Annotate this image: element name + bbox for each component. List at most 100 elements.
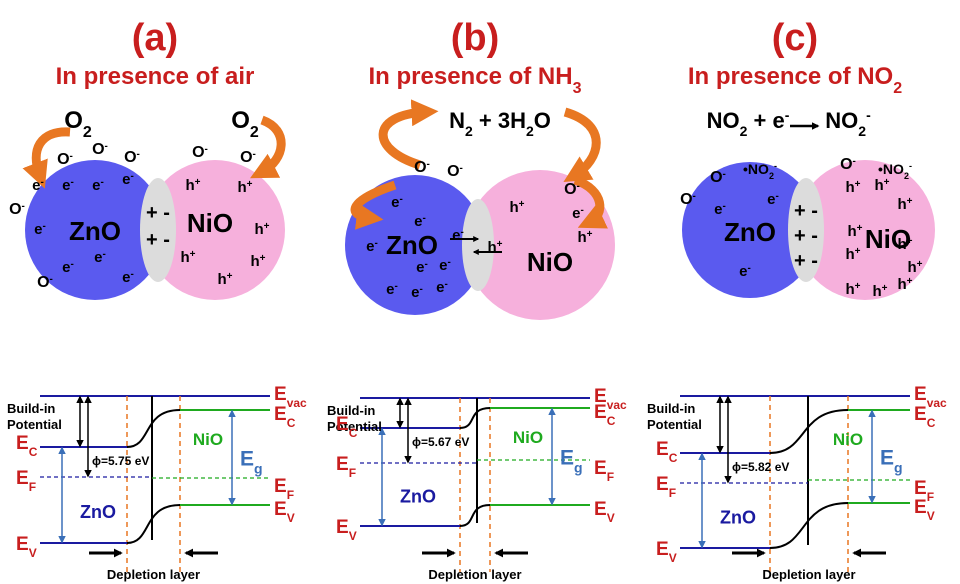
- energy-label-part: F: [669, 486, 676, 500]
- species-part: O: [447, 163, 459, 180]
- species-part: -: [774, 161, 777, 171]
- energy-label-part: E: [274, 499, 287, 520]
- species-part: -: [375, 238, 378, 249]
- energy-label-part: C: [927, 416, 936, 430]
- species-part: O: [710, 169, 722, 186]
- energy-label-part: vac: [927, 396, 947, 410]
- energy-label-part: E: [274, 384, 287, 405]
- species: NiO: [527, 247, 573, 277]
- species-part: e: [386, 281, 394, 298]
- species: O-: [124, 149, 140, 167]
- species-part: e: [572, 205, 580, 222]
- species: O-: [447, 163, 463, 181]
- species-part: e: [122, 171, 130, 188]
- energy-label-part: E: [274, 476, 287, 497]
- bandgap-label-part: E: [240, 448, 254, 471]
- species-part: h: [845, 246, 854, 263]
- reaction-part: NO: [825, 108, 858, 133]
- species-part: -: [43, 221, 46, 232]
- species-part: h: [577, 229, 586, 246]
- bandgap-label-part: E: [880, 447, 894, 470]
- species: NiO: [187, 208, 233, 238]
- bandgap-label-part: g: [254, 461, 263, 477]
- energy-label-part: E: [914, 497, 927, 518]
- energy-label: EV: [274, 499, 295, 525]
- species-part: e: [34, 221, 42, 238]
- band-bending: [127, 505, 180, 543]
- species-part: +: [855, 281, 861, 292]
- energy-label: EF: [594, 458, 614, 484]
- species-part: •NO: [878, 161, 904, 177]
- energy-label-part: E: [336, 414, 349, 435]
- species-part: h: [897, 276, 906, 293]
- reaction-part: N: [449, 108, 465, 133]
- bandgap-label: Eg: [880, 447, 903, 476]
- species-part: 2: [250, 124, 259, 141]
- species-part: + -: [146, 229, 170, 251]
- species-part: +: [190, 249, 196, 260]
- energy-label: EV: [16, 534, 37, 560]
- energy-label-part: E: [594, 402, 607, 423]
- panel-label: (a): [132, 17, 178, 59]
- energy-label-part: E: [656, 474, 669, 495]
- species-part: e: [122, 269, 130, 286]
- species-part: O: [9, 201, 21, 218]
- species-part: e: [62, 177, 70, 194]
- species-part: e: [414, 213, 422, 230]
- panel-title-part: In presence of air: [56, 63, 255, 90]
- species-part: +: [247, 179, 253, 190]
- species: h+: [872, 283, 887, 301]
- build-in-label: Build-in: [647, 401, 695, 416]
- species-part: -: [776, 191, 779, 202]
- panel-title-part: In presence of NH: [369, 63, 573, 90]
- species-part: -: [460, 163, 463, 174]
- species-part: NiO: [187, 208, 233, 238]
- species-part: h: [237, 179, 246, 196]
- reaction-part: -: [785, 107, 790, 123]
- species-part: +: [260, 253, 266, 264]
- nio-label: NiO: [193, 430, 223, 449]
- depletion-label: Depletion layer: [428, 567, 521, 582]
- species-part: -: [71, 259, 74, 270]
- species-part: h: [254, 221, 263, 238]
- species-part: h: [845, 179, 854, 196]
- energy-label-part: V: [669, 551, 677, 565]
- species: + -: [146, 229, 170, 251]
- orange-arrow: [383, 112, 425, 165]
- work-function: ϕ=5.82 eV: [732, 460, 789, 474]
- species-part: +: [917, 259, 923, 270]
- species-part: -: [395, 281, 398, 292]
- band-bending: [127, 410, 180, 447]
- species-part: + -: [146, 202, 170, 224]
- diagram: (a)In presence of airO2O2O-O-O-O-O-O-O-e…: [0, 0, 960, 584]
- energy-label-part: C: [287, 416, 296, 430]
- species-part: +: [857, 223, 863, 234]
- species-part: O: [92, 141, 104, 158]
- reaction: NO2-: [825, 107, 871, 139]
- species-part: ZnO: [386, 230, 438, 260]
- species-part: O: [231, 107, 250, 134]
- reaction-part: O: [534, 108, 551, 133]
- species-part: h: [847, 223, 856, 240]
- nio-label: NiO: [833, 430, 863, 449]
- species-part: e: [366, 238, 374, 255]
- panel-title-part: 3: [573, 80, 582, 97]
- orange-arrow: [262, 120, 281, 172]
- species-part: NiO: [527, 247, 573, 277]
- species: O-: [240, 149, 256, 167]
- species: O-: [192, 144, 208, 162]
- species-part: O: [564, 181, 576, 198]
- species: O-: [92, 141, 108, 159]
- species-part: •NO: [743, 161, 769, 177]
- species-part: e: [94, 249, 102, 266]
- nio-label: NiO: [513, 428, 543, 447]
- species-part: NiO: [865, 224, 911, 254]
- reaction-part: 2: [740, 123, 748, 139]
- energy-label-part: E: [914, 478, 927, 499]
- species-part: -: [420, 284, 423, 295]
- orange-arrow: [565, 112, 596, 175]
- reaction-part: -: [866, 107, 871, 123]
- build-in-label: Potential: [7, 417, 62, 432]
- panel-title-part: 2: [893, 80, 902, 97]
- species-part: e: [436, 279, 444, 296]
